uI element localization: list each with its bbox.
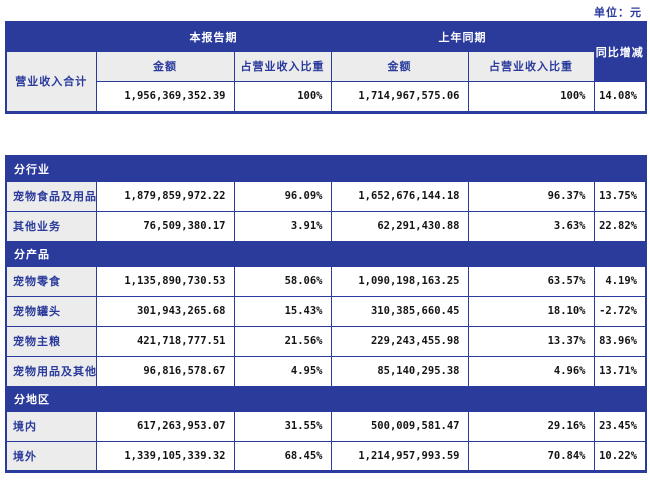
share-current-cell: 58.06% <box>233 265 332 297</box>
row-label: 宠物罐头 <box>5 295 97 327</box>
table-row: 境内 617,263,953.07 31.55% 500,009,581.47 … <box>5 410 647 442</box>
subheader-share-current: 占营业收入比重 <box>233 50 332 82</box>
yoy-cell: 13.75% <box>593 180 647 212</box>
section-title-by-industry: 分行业 <box>5 155 647 182</box>
share-prior-cell: 4.96% <box>467 355 595 387</box>
yoy-cell: 10.22% <box>593 440 647 472</box>
table-row: 宠物罐头 301,943,265.68 15.43% 310,385,660.4… <box>5 295 647 327</box>
amount-prior-cell: 1,090,198,163.25 <box>330 265 469 297</box>
yoy-cell: 23.45% <box>593 410 647 442</box>
share-prior-cell: 96.37% <box>467 180 595 212</box>
share-prior-cell: 70.84% <box>467 440 595 472</box>
share-current-cell: 68.45% <box>233 440 332 472</box>
share-current-cell: 21.56% <box>233 325 332 357</box>
row-label: 宠物零食 <box>5 265 97 297</box>
amount-current-cell: 1,339,105,339.32 <box>95 440 235 472</box>
yoy-cell: 83.96% <box>593 325 647 357</box>
table-row: 宠物零食 1,135,890,730.53 58.06% 1,090,198,1… <box>5 265 647 297</box>
subheader-share-prior: 占营业收入比重 <box>467 50 595 82</box>
table-row: 宠物主粮 421,718,777.51 21.56% 229,243,455.9… <box>5 325 647 357</box>
header-yoy-change: 同比增减 <box>593 21 647 82</box>
amount-prior-cell: 85,140,295.38 <box>330 355 469 387</box>
share-prior-cell: 18.10% <box>467 295 595 327</box>
amount-prior-cell: 229,243,455.98 <box>330 325 469 357</box>
amount-current-cell: 301,943,265.68 <box>95 295 235 327</box>
share-current-cell: 3.91% <box>233 210 332 242</box>
row-label: 其他业务 <box>5 210 97 242</box>
yoy-cell: -2.72% <box>593 295 647 327</box>
share-prior-cell: 3.63% <box>467 210 595 242</box>
unit-label: 单位：元 <box>594 6 642 19</box>
section-title-by-region: 分地区 <box>5 385 647 412</box>
row-label: 宠物主粮 <box>5 325 97 357</box>
share-current-cell: 4.95% <box>233 355 332 387</box>
table-row: 境外 1,339,105,339.32 68.45% 1,214,957,993… <box>5 440 647 472</box>
amount-current-cell: 617,263,953.07 <box>95 410 235 442</box>
yoy-cell: 4.19% <box>593 265 647 297</box>
row-label: 境内 <box>5 410 97 442</box>
header-spacer-cell <box>5 21 97 52</box>
amount-current-cell: 1,135,890,730.53 <box>95 265 235 297</box>
table-row: 其他业务 76,509,380.17 3.91% 62,291,430.88 3… <box>5 210 647 242</box>
total-yoy: 14.08% <box>593 80 647 113</box>
amount-prior-cell: 62,291,430.88 <box>330 210 469 242</box>
amount-prior-cell: 1,214,957,993.59 <box>330 440 469 472</box>
amount-current-cell: 76,509,380.17 <box>95 210 235 242</box>
yoy-cell: 22.82% <box>593 210 647 242</box>
share-prior-cell: 29.16% <box>467 410 595 442</box>
total-current-share: 100% <box>233 80 332 113</box>
table-row: 宠物食品及用品 1,879,859,972.22 96.09% 1,652,67… <box>5 180 647 212</box>
amount-current-cell: 96,816,578.67 <box>95 355 235 387</box>
share-prior-cell: 63.57% <box>467 265 595 297</box>
subheader-amount-current: 金额 <box>95 50 235 82</box>
amount-current-cell: 1,879,859,972.22 <box>95 180 235 212</box>
amount-prior-cell: 310,385,660.45 <box>330 295 469 327</box>
header-prior-period: 上年同期 <box>330 21 595 52</box>
summary-table: 本报告期 上年同期 同比增减 营业收入合计 金额 占营业收入比重 金额 占营业收… <box>5 21 647 114</box>
row-label: 宠物用品及其他 <box>5 355 97 387</box>
detail-table: 分行业 宠物食品及用品 1,879,859,972.22 96.09% 1,65… <box>5 154 647 473</box>
yoy-cell: 13.71% <box>593 355 647 387</box>
row-label-total-revenue: 营业收入合计 <box>5 50 97 113</box>
share-prior-cell: 13.37% <box>467 325 595 357</box>
share-current-cell: 96.09% <box>233 180 332 212</box>
amount-prior-cell: 1,652,676,144.18 <box>330 180 469 212</box>
row-label: 宠物食品及用品 <box>5 180 97 212</box>
total-current-amount: 1,956,369,352.39 <box>95 80 235 113</box>
report-page: 单位：元 本报告期 上年同期 同比增减 营业收入合计 金额 占营业收入比重 金额… <box>5 6 647 473</box>
amount-prior-cell: 500,009,581.47 <box>330 410 469 442</box>
share-current-cell: 31.55% <box>233 410 332 442</box>
row-label: 境外 <box>5 440 97 472</box>
total-prior-amount: 1,714,967,575.06 <box>330 80 469 113</box>
total-prior-share: 100% <box>467 80 595 113</box>
share-current-cell: 15.43% <box>233 295 332 327</box>
subheader-amount-prior: 金额 <box>330 50 469 82</box>
header-current-period: 本报告期 <box>95 21 332 52</box>
section-title-by-product: 分产品 <box>5 240 647 267</box>
amount-current-cell: 421,718,777.51 <box>95 325 235 357</box>
table-row: 宠物用品及其他 96,816,578.67 4.95% 85,140,295.3… <box>5 355 647 387</box>
